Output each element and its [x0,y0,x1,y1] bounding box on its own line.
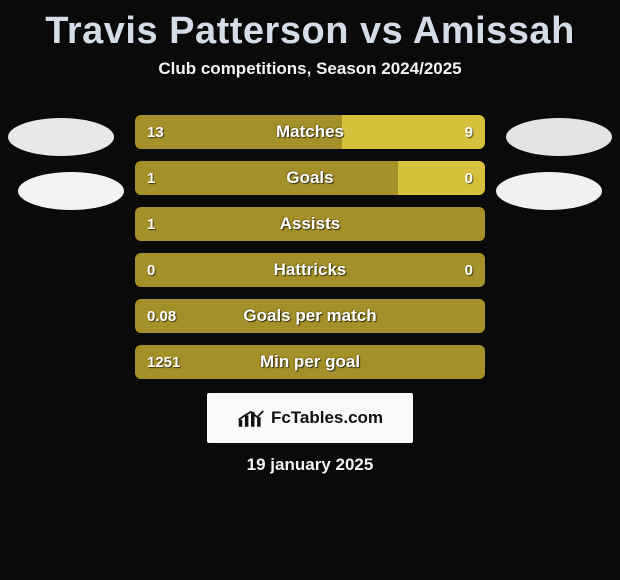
stat-row: 00Hattricks [135,253,485,287]
stat-row: 139Matches [135,115,485,149]
stat-row: 1251Min per goal [135,345,485,379]
stats-container: 139Matches 10Goals 1Assists 00Hattricks 0.08… [0,115,620,379]
subtitle: Club competitions, Season 2024/2025 [0,59,620,79]
chart-icon [237,407,265,429]
stat-row: 0.08Goals per match [135,299,485,333]
stat-label: Hattricks [135,253,485,287]
comparison-infographic: Travis Patterson vs Amissah Club competi… [0,0,620,580]
stat-label: Assists [135,207,485,241]
page-title: Travis Patterson vs Amissah [0,0,620,53]
stat-label: Goals [135,161,485,195]
stat-label: Min per goal [135,345,485,379]
branding-text: FcTables.com [271,408,383,428]
branding-logo: FcTables.com [207,393,413,443]
date-text: 19 january 2025 [0,455,620,475]
stat-label: Goals per match [135,299,485,333]
stat-row: 1Assists [135,207,485,241]
stat-row: 10Goals [135,161,485,195]
stat-label: Matches [135,115,485,149]
